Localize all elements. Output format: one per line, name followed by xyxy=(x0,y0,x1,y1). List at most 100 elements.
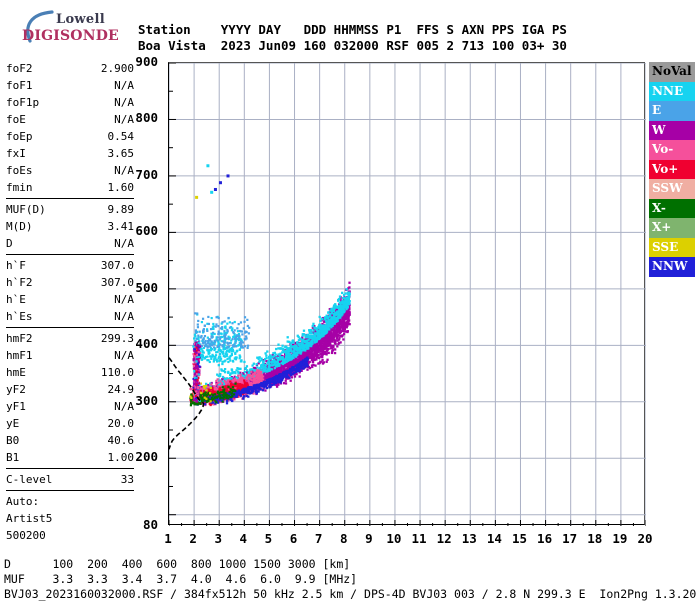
x-tick-15: 15 xyxy=(505,531,533,546)
param-key: fxI xyxy=(6,145,26,162)
y-tick-700: 700 xyxy=(118,167,158,182)
x-tick-17: 17 xyxy=(556,531,584,546)
y-tick-400: 400 xyxy=(118,336,158,351)
param-m-d-: M(D)3.41 xyxy=(6,218,134,235)
x-tick-7: 7 xyxy=(305,531,333,546)
legend-item-vo-[interactable]: Vo+ xyxy=(649,160,695,180)
x-tick-16: 16 xyxy=(531,531,559,546)
x-tick-20: 20 xyxy=(631,531,659,546)
x-tick-2: 2 xyxy=(179,531,207,546)
header-values-row: Boa Vista 2023 Jun09 160 032000 RSF 005 … xyxy=(138,38,567,53)
y-tick-800: 800 xyxy=(118,110,158,125)
legend-item-ssw[interactable]: SSW xyxy=(649,179,695,199)
param-key: foE xyxy=(6,111,26,128)
param-key: C-level xyxy=(6,471,52,488)
x-tick-10: 10 xyxy=(380,531,408,546)
divider xyxy=(6,327,134,328)
legend-item-e[interactable]: E xyxy=(649,101,695,121)
param-key: h`E xyxy=(6,291,26,308)
param-key: hmF1 xyxy=(6,347,33,364)
x-tick-18: 18 xyxy=(581,531,609,546)
divider xyxy=(6,254,134,255)
x-tick-9: 9 xyxy=(355,531,383,546)
legend-item-nnw[interactable]: NNW xyxy=(649,257,695,277)
y-tick-80: 80 xyxy=(118,517,158,532)
footer-muf-row: MUF 3.3 3.3 3.4 3.7 4.0 4.6 6.0 9.9 [MHz… xyxy=(4,572,357,586)
ionogram-plot-area[interactable] xyxy=(168,62,645,525)
x-tick-12: 12 xyxy=(430,531,458,546)
lowell-digisonde-logo: Lowell DIGISONDE xyxy=(8,10,128,50)
param-key: h`F2 xyxy=(6,274,33,291)
logo-lowell-text: Lowell xyxy=(56,12,105,27)
param-key: foF1p xyxy=(6,94,39,111)
legend-item-vo-[interactable]: Vo- xyxy=(649,140,695,160)
y-tick-500: 500 xyxy=(118,280,158,295)
param-key: yF1 xyxy=(6,398,26,415)
param-key: yE xyxy=(6,415,19,432)
legend-item-x-[interactable]: X- xyxy=(649,199,695,219)
param-key: h`F xyxy=(6,257,26,274)
autoscaler-line-1: Artist5 xyxy=(6,510,134,527)
param-key: M(D) xyxy=(6,218,33,235)
x-tick-6: 6 xyxy=(280,531,308,546)
param-key: MUF(D) xyxy=(6,201,46,218)
legend-item-nne[interactable]: NNE xyxy=(649,82,695,102)
param-key: foEp xyxy=(6,128,33,145)
y-tick-300: 300 xyxy=(118,393,158,408)
gridlines xyxy=(169,63,646,526)
x-tick-19: 19 xyxy=(606,531,634,546)
divider xyxy=(6,468,134,469)
param-key: fmin xyxy=(6,179,33,196)
x-tick-13: 13 xyxy=(455,531,483,546)
legend-item-noval[interactable]: NoVal xyxy=(649,62,695,82)
x-tick-3: 3 xyxy=(204,531,232,546)
legend-item-x-[interactable]: X+ xyxy=(649,218,695,238)
footer-text: D 100 200 400 600 800 1000 1500 3000 [km… xyxy=(4,557,696,602)
y-tick-200: 200 xyxy=(118,449,158,464)
x-tick-11: 11 xyxy=(405,531,433,546)
param-key: hmE xyxy=(6,364,26,381)
legend-item-sse[interactable]: SSE xyxy=(649,238,695,258)
x-tick-8: 8 xyxy=(330,531,358,546)
x-tick-1: 1 xyxy=(154,531,182,546)
footer-file-row: BVJ03_2023160032000.RSF / 384fx512h 50 k… xyxy=(4,587,696,601)
param-key: foEs xyxy=(6,162,33,179)
axis-ticks xyxy=(169,63,646,526)
legend-item-w[interactable]: W xyxy=(649,121,695,141)
param-key: h`Es xyxy=(6,308,33,325)
logo-digisonde-text: DIGISONDE xyxy=(22,28,119,44)
param-key: yF2 xyxy=(6,381,26,398)
footer-distance-row: D 100 200 400 600 800 1000 1500 3000 [km… xyxy=(4,557,350,571)
echo-scatter xyxy=(189,164,351,406)
station-header: Station YYYY DAY DDD HHMMSS P1 FFS S AXN… xyxy=(138,22,567,54)
divider xyxy=(6,198,134,199)
y-tick-600: 600 xyxy=(118,223,158,238)
